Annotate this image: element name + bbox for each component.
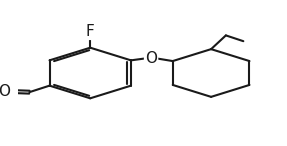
Text: O: O xyxy=(145,51,157,66)
Text: F: F xyxy=(86,24,95,39)
Text: O: O xyxy=(0,84,10,99)
